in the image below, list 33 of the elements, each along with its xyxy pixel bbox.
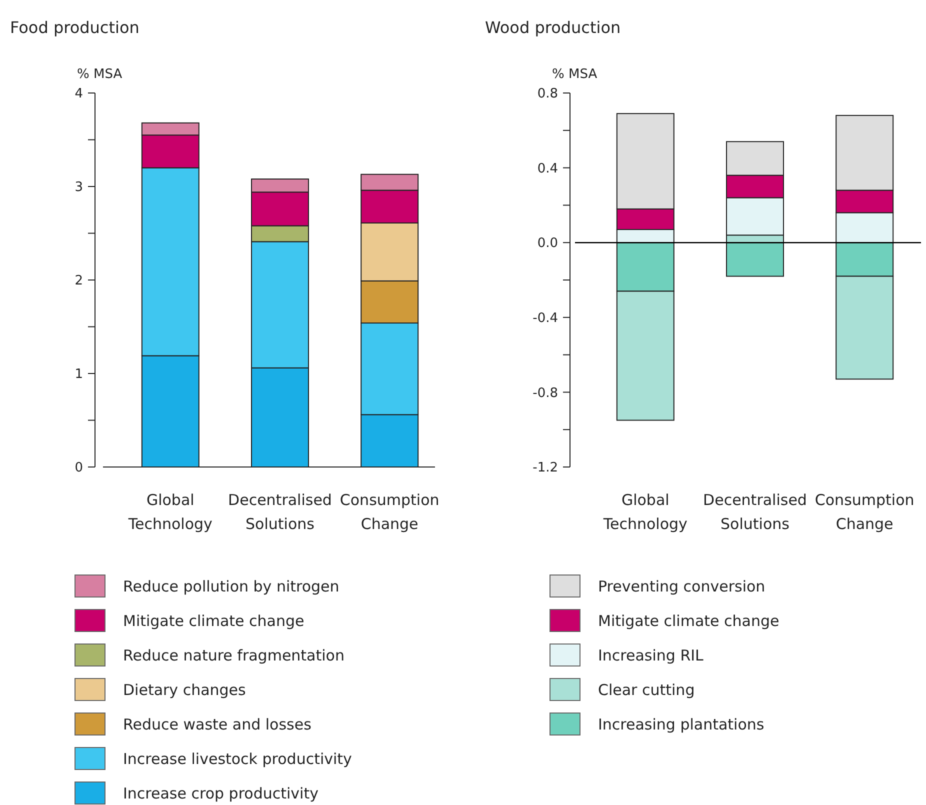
x-tick-label: Consumption Change	[814, 491, 914, 533]
y-tick-label: -1.2	[532, 460, 558, 476]
chart-title: Wood production	[485, 18, 621, 37]
y-tick-label: 0.4	[537, 161, 558, 176]
y-tick-label: 0.0	[537, 236, 558, 252]
y-tick-label: -0.4	[532, 310, 558, 326]
legend-label: Clear cutting	[598, 680, 695, 699]
x-tick-label: Decentralised Solutions	[228, 491, 332, 533]
legend-label: Reduce nature fragmentation	[123, 646, 344, 664]
legend-label: Dietary changes	[123, 680, 246, 699]
y-axis-title: % MSA	[552, 67, 598, 82]
legend-label: Mitigate climate change	[123, 612, 304, 630]
y-tick-label: 0.8	[537, 86, 558, 102]
chart-title: Food production	[10, 18, 140, 37]
x-tick-label: Decentralised Solutions	[703, 491, 807, 533]
x-tick-label: Consumption Change	[340, 491, 440, 533]
legend-label: Increase crop productivity	[123, 784, 319, 802]
x-tick-label: Global Technology	[602, 491, 688, 533]
legend-label: Reduce pollution by nitrogen	[123, 577, 340, 596]
legend-label: Increase livestock productivity	[123, 750, 352, 768]
y-tick-label: 0	[74, 460, 83, 476]
legend-label: Preventing conversion	[598, 577, 766, 596]
y-tick-label: 3	[74, 180, 83, 196]
x-tick-label: Global Technology	[127, 491, 213, 533]
legend-label: Increasing plantations	[598, 715, 764, 734]
y-tick-label: 1	[74, 367, 83, 382]
y-tick-label: -0.8	[532, 386, 558, 401]
y-axis-title: % MSA	[77, 67, 122, 82]
y-tick-label: 2	[74, 274, 83, 289]
legend-label: Increasing RIL	[598, 646, 704, 664]
legend-label: Reduce waste and losses	[123, 715, 312, 734]
legend-label: Mitigate climate change	[598, 612, 780, 630]
y-tick-label: 4	[74, 86, 83, 102]
